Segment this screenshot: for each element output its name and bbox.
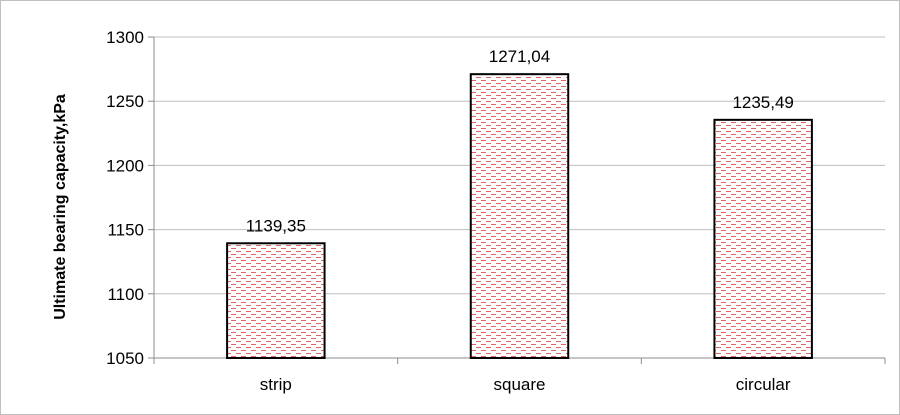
bars bbox=[226, 73, 813, 360]
data-label-strip: 1139,35 bbox=[246, 216, 306, 235]
y-tick-label: 1150 bbox=[107, 221, 144, 240]
y-tick-label: 1300 bbox=[106, 28, 144, 47]
bar-square bbox=[469, 73, 570, 360]
x-category-label: strip bbox=[260, 375, 292, 394]
x-category-label: square bbox=[494, 375, 546, 394]
data-label-circular: 1235,49 bbox=[732, 93, 793, 112]
bar-circular bbox=[713, 118, 813, 359]
y-tick-label: 1200 bbox=[106, 156, 144, 175]
data-label-square: 1271,04 bbox=[489, 47, 550, 66]
x-category-label: circular bbox=[736, 375, 791, 394]
y-tick-label: 1250 bbox=[106, 92, 144, 111]
y-tick-label: 1100 bbox=[107, 285, 144, 304]
y-axis-title: Ultimate bearing capacity,kPa bbox=[52, 94, 69, 320]
bar-strip bbox=[226, 242, 326, 359]
y-tick-label: 1050 bbox=[106, 349, 144, 368]
labels: 1050 1100 1150 1200 1250 1300 1139,35 strip 1271… bbox=[106, 28, 794, 394]
